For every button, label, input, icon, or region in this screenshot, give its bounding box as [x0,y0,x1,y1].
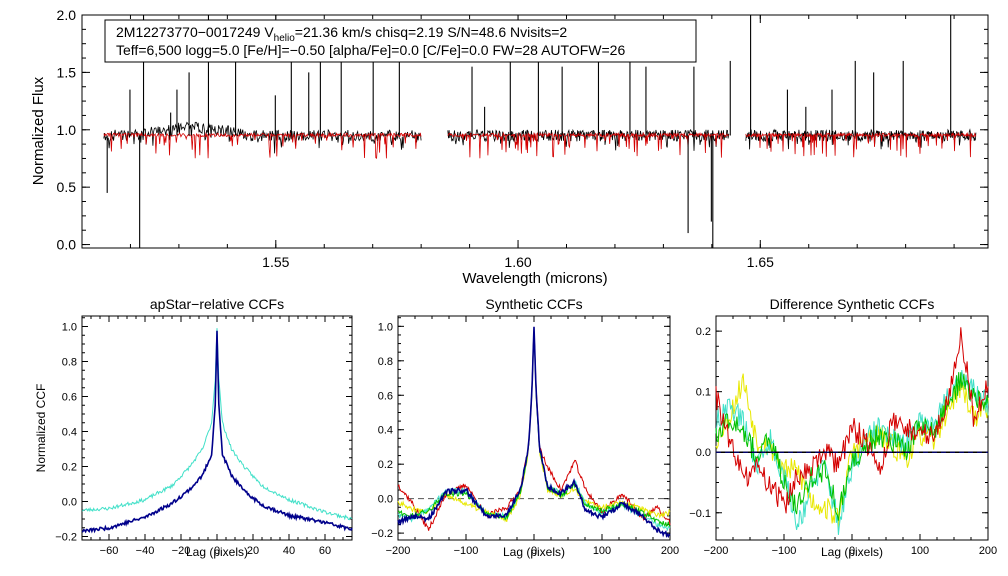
annotation-line-1: 2M12273770−0017249 Vhelio=21.36 km/s chi… [116,24,567,44]
y-tick-label: 0.0 [57,237,77,253]
y-tick-label: 0.2 [378,459,393,471]
y-tick-label: 0.1 [696,387,711,399]
x-tick-label: −20 [172,545,191,557]
model-spectrum-chip [745,131,977,158]
y-tick-label: 0.6 [378,390,393,402]
x-axis-label: Lag (pixels) [186,545,248,559]
x-tick-label: 1.55 [262,254,289,270]
ccf-series-line [397,326,671,539]
synthetic-ccf-panel: −200 −100 0 100 200 −0.2 0.0 0.2 0.4 0.6 0.8 1.0 Syn… [371,296,679,559]
difference-series-line [715,372,989,521]
x-tick-label: 200 [979,545,997,557]
x-tick-label: −200 [386,545,411,557]
plot-frame [715,315,989,541]
y-tick-label: −0.2 [371,528,393,540]
model-spectrum-chip [103,131,422,159]
plot-frame [81,14,989,249]
panel-title: apStar−relative CCFs [150,296,284,312]
y-tick-label: 1.0 [62,322,77,334]
model-spectrum-chip [447,131,729,159]
observed-spectrum-chip [103,121,422,154]
y-tick-label: 0.0 [696,447,711,459]
v-value: =21.36 km/s [295,24,376,40]
y-tick-label: 0.6 [62,392,77,404]
y-tick-label: 1.0 [378,321,393,333]
observed-spectrum-chip [745,128,977,150]
ccf-series-line [81,330,353,534]
y-tick-label: 0.8 [62,357,77,369]
spectrum-panel: 1.55 1.60 1.65 0.0 0.5 1.0 1.5 2.0 Wavelength (m… [30,7,989,287]
difference-ccf-panel: −200 −100 0 100 200 −0.1 0.0 0.1 0.2 Difference S… [689,296,997,559]
x-tick-label: 0 [531,545,537,557]
x-tick-label: −40 [136,545,155,557]
x-axis-label: Lag (pixels) [821,545,883,559]
y-tick-label: 0.8 [378,356,393,368]
y-tick-label: 0.0 [62,497,77,509]
ccf-series-line [397,329,671,523]
y-tick-label: 0.2 [696,326,711,338]
y-tick-label: 0.2 [62,462,77,474]
x-tick-label: 100 [911,545,929,557]
ccf-series-line [81,328,353,521]
v-letter: V [264,24,274,40]
x-tick-label: 20 [247,545,259,557]
x-tick-label: 1.60 [504,254,531,270]
x-axis-label: Lag (pixels) [503,545,565,559]
x-tick-label: −200 [704,545,729,557]
x-tick-label: 200 [661,545,679,557]
x-tick-label: −100 [454,545,479,557]
y-tick-label: −0.1 [689,508,711,520]
x-tick-label: 1.65 [747,254,774,270]
annotation-box [104,19,697,63]
annotation-line-2: Teff=6,500 logg=5.0 [Fe/H]=−0.50 [alpha/… [116,42,625,58]
apstar-ccf-panel: −60 −40 −20 0 20 40 60 −0.2 0.0 0.2 0.4 0.6 0.8 1.0 ap… [34,296,353,559]
x-tick-label: 0 [214,545,220,557]
x-tick-label: 60 [319,545,331,557]
x-tick-label: 40 [283,545,295,557]
y-tick-label: 1.0 [57,122,77,138]
y-axis-label: Normalized CCF [34,384,48,473]
panel-title: Synthetic CCFs [485,296,582,312]
y-tick-label: 2.0 [57,7,77,23]
y-tick-label: 0.4 [62,427,77,439]
y-tick-label: 1.5 [57,64,77,80]
v-subscript: helio [274,33,296,44]
x-tick-label: −60 [100,545,119,557]
x-tick-label: −100 [772,545,797,557]
y-tick-label: 0.0 [378,494,393,506]
x-tick-label: 0 [849,545,855,557]
x-axis-label: Wavelength (microns) [462,270,607,287]
y-tick-label: −0.2 [55,532,77,544]
difference-series-line [715,327,989,514]
star-id: 2M12273770−0017249 [116,24,264,40]
observed-spectrum-chip [447,128,730,151]
x-tick-label: 100 [593,545,611,557]
y-tick-label: 0.5 [57,179,77,195]
y-axis-label: Normalized Flux [30,76,47,185]
panel-title: Difference Synthetic CCFs [770,296,935,312]
difference-series-line [715,373,989,529]
fit-stats: chisq=2.19 S/N=48.6 Nvisits=2 [375,24,567,40]
y-tick-label: 0.4 [378,425,393,437]
